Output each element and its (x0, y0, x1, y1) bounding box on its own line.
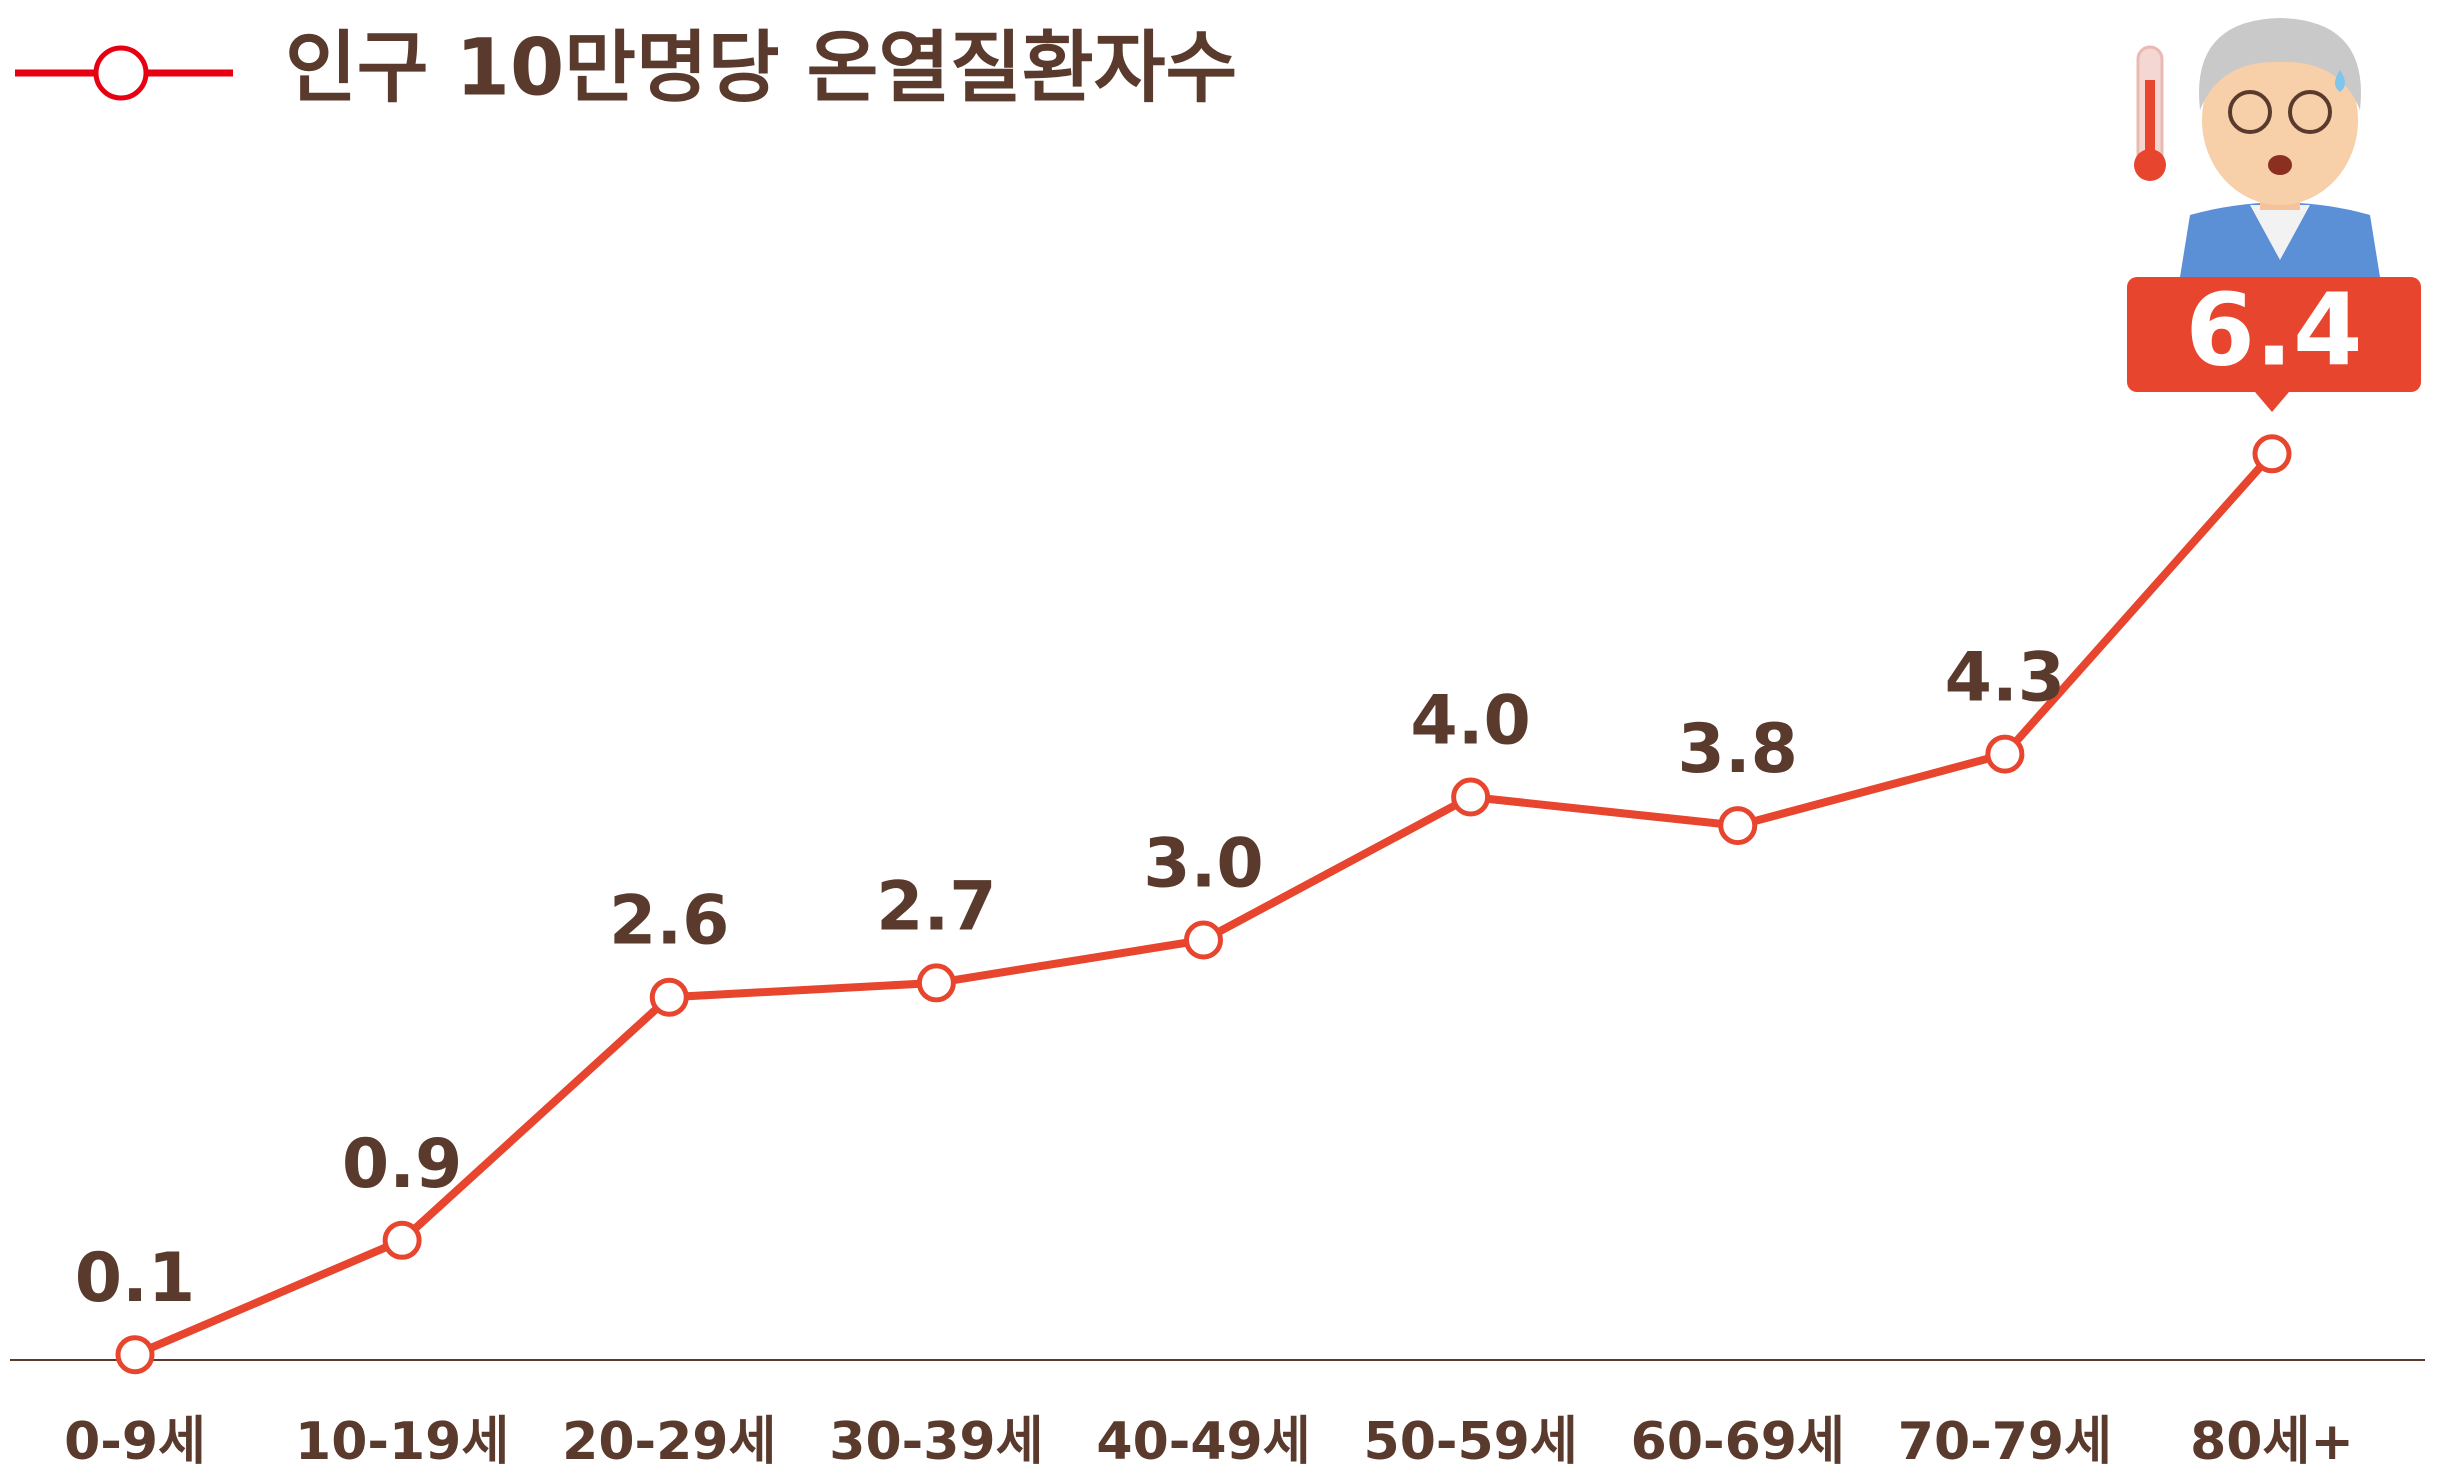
data-point (1721, 809, 1755, 843)
data-point (1988, 737, 2022, 771)
value-label: 2.7 (876, 867, 996, 946)
value-label: 0.1 (75, 1239, 195, 1318)
data-point (118, 1338, 152, 1372)
x-tick-label: 80세+ (2190, 1412, 2354, 1472)
legend-label: 인구 10만명당 온열질환자수 (285, 23, 1237, 113)
highlight-label: 6.4 (2185, 271, 2362, 388)
legend-marker (96, 48, 146, 98)
highlight-callout: 6.4 (2127, 271, 2421, 412)
data-point (385, 1223, 419, 1257)
x-tick-label: 70-79세 (1898, 1412, 2112, 1472)
x-tick-label: 50-59세 (1364, 1412, 1578, 1472)
value-label: 4.3 (1945, 639, 2065, 718)
data-point (652, 980, 686, 1014)
x-tick-label: 20-29세 (562, 1412, 776, 1472)
chart: 6.4 인구 10만명당 온열질환자수 0-9세 10-19세 20-29세 30-39… (0, 0, 2440, 1472)
data-line (135, 454, 2272, 1355)
value-label: 3.8 (1678, 710, 1798, 789)
x-tick-label: 40-49세 (1096, 1412, 1310, 1472)
value-label: 2.6 (609, 882, 729, 961)
value-label: 0.9 (342, 1125, 462, 1204)
old-man-icon (2134, 18, 2380, 277)
data-point (1454, 780, 1488, 814)
x-tick-label: 0-9세 (64, 1412, 206, 1472)
value-label: 4.0 (1410, 682, 1530, 761)
data-point (1187, 923, 1221, 957)
x-tick-label: 10-19세 (295, 1412, 509, 1472)
data-point (2255, 437, 2289, 471)
data-point (919, 966, 953, 1000)
value-label: 3.0 (1143, 825, 1263, 904)
x-tick-label: 30-39세 (829, 1412, 1043, 1472)
x-tick-label: 60-69세 (1631, 1412, 1845, 1472)
